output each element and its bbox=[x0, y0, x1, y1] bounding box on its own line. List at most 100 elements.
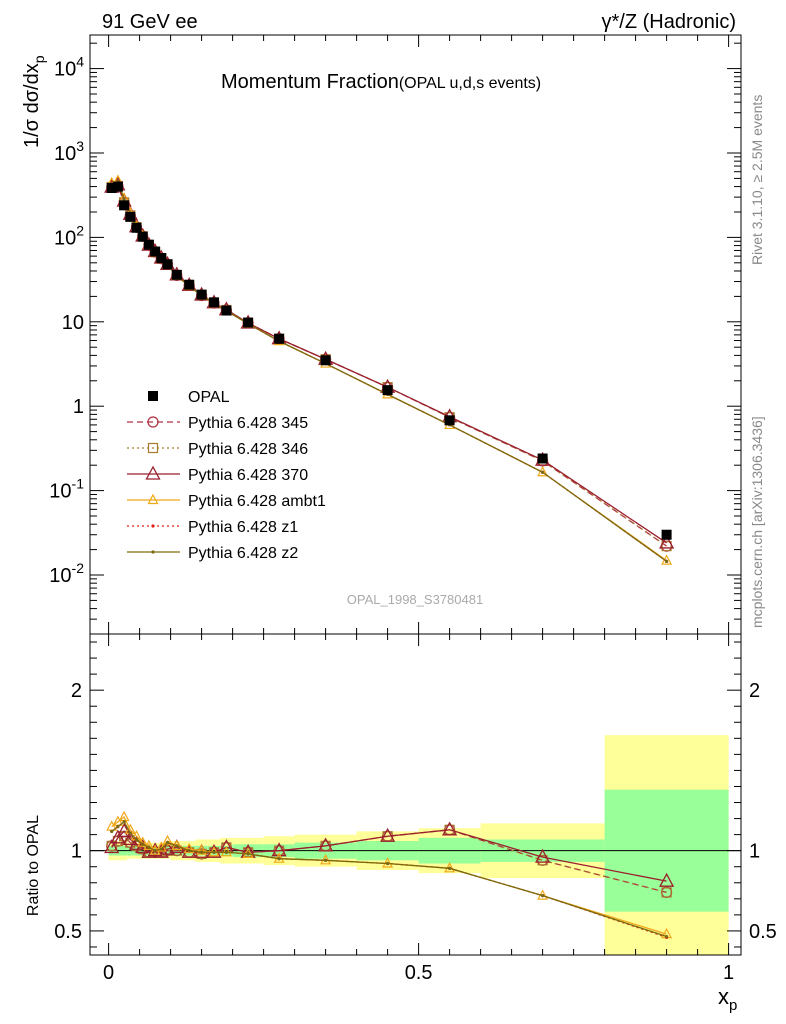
data-point bbox=[150, 246, 161, 257]
legend-item: OPAL bbox=[148, 389, 230, 406]
rivet-label: Rivet 3.1.10, ≥ 2.5M events bbox=[749, 95, 765, 265]
y-tick-label: 102 bbox=[54, 222, 84, 249]
marker-dot bbox=[541, 894, 545, 898]
legend-item: Pythia 6.428 z2 bbox=[127, 545, 298, 562]
main-title-text: Momentum Fraction bbox=[221, 71, 399, 93]
x-axis-label-text: x bbox=[718, 984, 729, 1009]
data-point bbox=[171, 269, 182, 280]
legend: OPAL Pythia 6.428 345 Pythia 6.428 346 Pyth… bbox=[127, 389, 326, 562]
marker-dot bbox=[175, 844, 179, 848]
y-tick-label-exponent: 3 bbox=[76, 138, 84, 154]
marker-dot bbox=[165, 841, 170, 845]
marker-triangle bbox=[104, 839, 120, 854]
legend-item: Pythia 6.428 345 bbox=[127, 415, 308, 432]
main-title: Momentum Fraction(OPAL u,d,s events) bbox=[221, 71, 541, 93]
marker-triangle bbox=[380, 827, 396, 842]
marker-triangle bbox=[659, 872, 675, 887]
marker-small-triangle bbox=[162, 834, 173, 846]
legend-item: Pythia 6.428 370 bbox=[127, 465, 308, 484]
marker-dot bbox=[134, 837, 139, 842]
marker-dot bbox=[116, 825, 120, 829]
y-tick-label-base: 10 bbox=[49, 565, 71, 587]
main-title-sub: (OPAL u,d,s events) bbox=[399, 75, 541, 92]
data-point bbox=[131, 222, 142, 233]
data-point bbox=[119, 200, 130, 211]
marker-circle bbox=[147, 416, 159, 428]
main-y-axis-label-sub: p bbox=[31, 55, 47, 63]
marker-square bbox=[537, 855, 548, 866]
marker-dot bbox=[187, 849, 191, 853]
marker-triangle bbox=[659, 534, 675, 549]
marker-dot bbox=[212, 850, 216, 854]
marker-dot bbox=[153, 849, 157, 853]
data-point bbox=[143, 239, 154, 250]
ratio-y-tick-label-left: 2 bbox=[71, 680, 82, 702]
series-opal bbox=[106, 181, 672, 540]
y-tick-label: 10-1 bbox=[49, 476, 84, 503]
marker-dot bbox=[122, 820, 126, 824]
marker-square bbox=[147, 442, 159, 454]
y-tick-label-base: 10 bbox=[54, 143, 76, 165]
marker-dot bbox=[151, 524, 155, 528]
header-right: γ*/Z (Hadronic) bbox=[602, 11, 736, 33]
legend-item: Pythia 6.428 z1 bbox=[127, 519, 298, 536]
legend-label: Pythia 6.428 370 bbox=[188, 467, 308, 484]
ratio-series-pythia-6-428-z2 bbox=[110, 820, 669, 939]
marker-dot bbox=[151, 550, 155, 554]
y-tick-label: 1 bbox=[73, 396, 84, 418]
data-point bbox=[209, 297, 219, 308]
data-point bbox=[162, 259, 173, 270]
data-point bbox=[661, 529, 672, 540]
x-tick-label: 0.5 bbox=[405, 962, 433, 984]
analysis-watermark: OPAL_1998_S3780481 bbox=[347, 592, 483, 607]
marker-dot bbox=[200, 850, 204, 854]
data-point bbox=[148, 391, 158, 401]
ratio-y-tick-label-right: 2 bbox=[749, 680, 760, 702]
marker-dot bbox=[224, 850, 228, 854]
marker-small-triangle bbox=[196, 844, 208, 855]
marker-small-triangle bbox=[320, 854, 332, 865]
marker-dot bbox=[665, 559, 669, 563]
marker-dot bbox=[159, 847, 163, 851]
y-tick-label-base: 10 bbox=[54, 59, 76, 81]
legend-label: Pythia 6.428 346 bbox=[188, 441, 308, 458]
y-tick-label: 10-2 bbox=[49, 560, 84, 587]
marker-dot bbox=[665, 934, 669, 939]
marker-square bbox=[661, 541, 672, 552]
x-axis-label-sub: p bbox=[729, 997, 737, 1014]
marker-small-triangle bbox=[143, 839, 155, 850]
marker-small-triangle bbox=[147, 493, 159, 505]
data-point bbox=[221, 305, 232, 316]
y-tick-label: 10 bbox=[62, 312, 84, 334]
mcplots-label: mcplots.cern.ch [arXiv:1306.3436] bbox=[749, 416, 765, 628]
legend-label: Pythia 6.428 z2 bbox=[188, 545, 298, 562]
data-point bbox=[274, 333, 285, 344]
marker-square bbox=[661, 887, 672, 898]
marker-dot bbox=[448, 866, 452, 870]
marker-triangle bbox=[271, 842, 287, 857]
main-y-axis-label-text: 1/σ dσ/dx bbox=[21, 63, 43, 148]
ratio-frame bbox=[89, 633, 742, 956]
y-tick-label-exponent: 2 bbox=[76, 222, 84, 238]
data-point bbox=[137, 231, 148, 242]
marker-dot bbox=[147, 845, 151, 850]
legend-item: Pythia 6.428 ambt1 bbox=[127, 493, 326, 510]
y-tick-label-exponent: -2 bbox=[72, 560, 85, 576]
x-tick-label: 0 bbox=[103, 962, 114, 984]
data-point bbox=[320, 355, 331, 366]
marker-dot bbox=[277, 857, 281, 861]
data-point bbox=[537, 453, 548, 464]
y-tick-label-exponent: -1 bbox=[72, 476, 85, 492]
data-point bbox=[184, 279, 195, 290]
ratio-y-tick-label-right: 0.5 bbox=[749, 921, 777, 943]
marker-dot bbox=[324, 858, 328, 862]
data-point bbox=[444, 415, 455, 426]
marker-dot bbox=[541, 470, 545, 474]
ratio-y-tick-label-left: 0.5 bbox=[54, 921, 82, 943]
y-tick-label: 104 bbox=[54, 54, 84, 81]
marker-triangle bbox=[535, 848, 551, 863]
y-tick-label-exponent: 4 bbox=[76, 54, 84, 70]
y-tick-label: 103 bbox=[54, 138, 84, 165]
legend-item: Pythia 6.428 346 bbox=[127, 441, 308, 458]
